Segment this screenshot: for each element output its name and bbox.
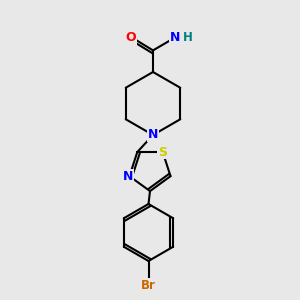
Text: O: O: [125, 31, 136, 44]
Text: N: N: [148, 128, 158, 142]
Text: S: S: [158, 146, 167, 158]
Text: N: N: [123, 170, 133, 183]
Text: Br: Br: [141, 279, 156, 292]
Text: N: N: [170, 31, 180, 44]
Text: H: H: [183, 31, 193, 44]
